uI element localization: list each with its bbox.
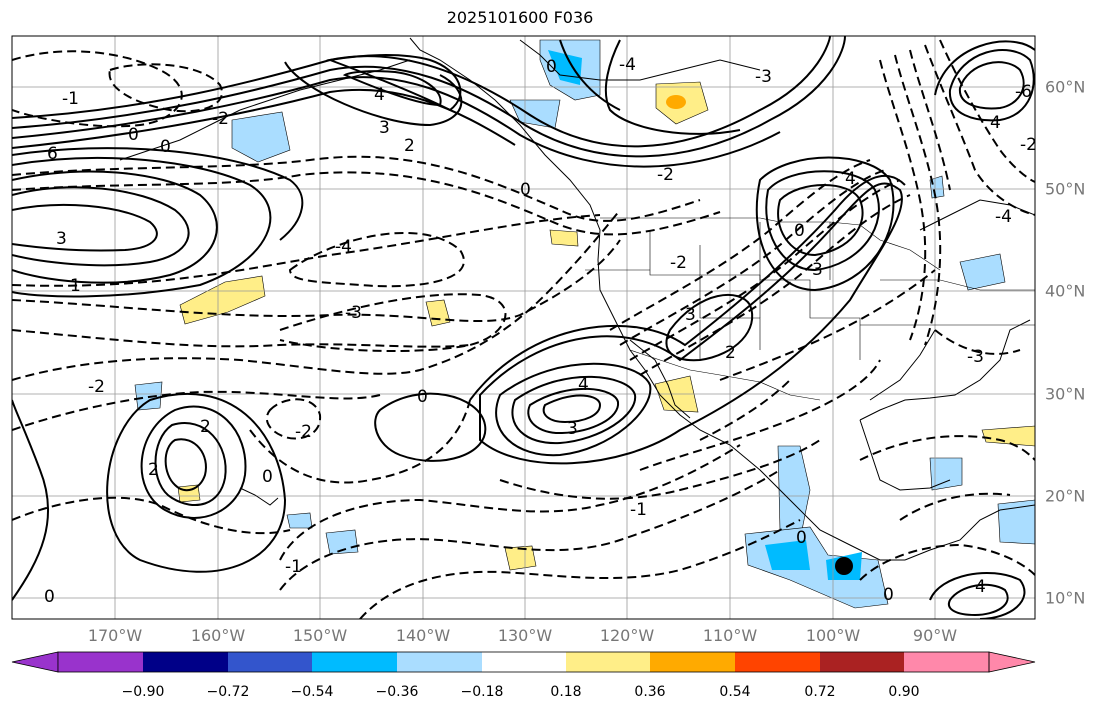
contour-label: -3 <box>755 67 772 87</box>
contour-label: 2 <box>404 136 415 156</box>
contour-label: 4 <box>578 375 589 395</box>
contour-label: -2 <box>88 377 105 397</box>
contour-label: 3 <box>56 229 67 249</box>
contour-label: 1 <box>70 276 81 296</box>
contour-label: 3 <box>379 118 390 138</box>
lon-label: 150°W <box>292 626 348 645</box>
contour-label: -3 <box>967 347 984 367</box>
lon-label: 160°W <box>190 626 246 645</box>
colorbar-tick-label: 0.90 <box>888 684 920 700</box>
colorbar-segment <box>312 652 397 672</box>
contour-label: 0 <box>796 528 807 548</box>
contour-label: 0 <box>44 587 55 607</box>
contour-label: 2 <box>148 460 159 480</box>
lat-label: 40°N <box>1045 281 1086 301</box>
contour-label: -2 <box>1020 135 1037 155</box>
colorbar-outline <box>57 651 990 673</box>
lon-label: 130°W <box>497 626 553 645</box>
map-title: 2025101600 F036 <box>446 8 594 27</box>
colorbar <box>11 651 1036 673</box>
contour-label: 0 <box>262 467 273 487</box>
contour-label: 4 <box>374 85 385 105</box>
colorbar-segment <box>143 652 228 672</box>
colorbar-tick-label: −0.72 <box>206 684 250 700</box>
contour-label: 3 <box>567 419 578 439</box>
contour-label: 0 <box>546 57 557 77</box>
lon-label: 120°W <box>599 626 655 645</box>
colorbar-tick-label: −0.90 <box>121 684 165 700</box>
colorbar-tick-label: −0.36 <box>375 684 419 700</box>
map-frame <box>11 35 1036 620</box>
lon-label: 90°W <box>912 626 958 645</box>
lon-label: 110°W <box>702 626 758 645</box>
colorbar-tick-label: −0.54 <box>290 684 334 700</box>
contour-label: -3 <box>345 303 362 323</box>
contour-label: -4 <box>619 55 636 75</box>
lat-label: 20°N <box>1045 486 1086 506</box>
contour-label: 3 <box>812 260 823 280</box>
dashed-contours <box>12 39 1035 619</box>
colorbar-tick-label: 0.72 <box>804 684 836 700</box>
contour-label: 0 <box>160 137 171 157</box>
contour-label: 2 <box>200 417 211 437</box>
colorbar-segment <box>735 652 820 672</box>
colorbar-segment <box>904 652 989 672</box>
station-dot <box>835 557 853 575</box>
solid-contours <box>12 36 1035 619</box>
colorbar-tick-label: −0.18 <box>460 684 504 700</box>
coastlines <box>119 37 1035 561</box>
contour-label: 4 <box>845 169 856 189</box>
contour-label: 4 <box>975 577 986 597</box>
contour-label: 0 <box>520 180 531 200</box>
contour-label: 0 <box>417 387 428 407</box>
lon-label: 100°W <box>805 626 861 645</box>
contour-label: -1 <box>62 89 79 109</box>
contour-labels: -1 6 0 3 1 -4 -3 -2 2 2 -2 0 0 -1 4 3 2 … <box>44 55 1037 607</box>
colorbar-tick-label: 0.54 <box>719 684 751 700</box>
contour-label: 3 <box>685 305 696 325</box>
contour-label: -1 <box>285 557 302 577</box>
lat-label: 60°N <box>1045 77 1086 97</box>
contour-label: 0 <box>128 125 139 145</box>
colorbar-extend-left <box>11 651 59 673</box>
contour-label: 6 <box>47 144 58 164</box>
contour-label: 4 <box>990 113 1001 133</box>
colorbar-segment <box>397 652 482 672</box>
contour-label: 0 <box>883 585 894 605</box>
contour-label: 0 <box>794 221 805 241</box>
lat-label: 50°N <box>1045 179 1086 199</box>
map-background <box>12 36 1035 619</box>
contour-label: -6 <box>1015 82 1032 102</box>
lon-label: 170°W <box>87 626 143 645</box>
colorbar-extend-right <box>988 651 1036 673</box>
contour-label: -2 <box>295 422 312 442</box>
colorbar-segment <box>820 652 904 672</box>
colorbar-tick-label: 0.36 <box>634 684 666 700</box>
contour-label: -4 <box>995 207 1012 227</box>
colorbar-segment <box>228 652 312 672</box>
contour-label: 2 <box>725 343 736 363</box>
contour-label: -2 <box>670 253 687 273</box>
contour-label: -1 <box>630 500 647 520</box>
lat-label: 30°N <box>1045 384 1086 404</box>
lon-label: 140°W <box>395 626 451 645</box>
contour-label: -2 <box>657 165 674 185</box>
colorbar-segment <box>566 652 650 672</box>
contour-label: -4 <box>335 237 352 257</box>
lat-label: 10°N <box>1045 588 1086 608</box>
colorbar-segment <box>58 652 143 672</box>
contour-label: -2 <box>212 109 229 129</box>
colorbar-segment <box>482 652 566 672</box>
colorbar-segment <box>650 652 735 672</box>
colorbar-tick-label: 0.18 <box>550 684 582 700</box>
